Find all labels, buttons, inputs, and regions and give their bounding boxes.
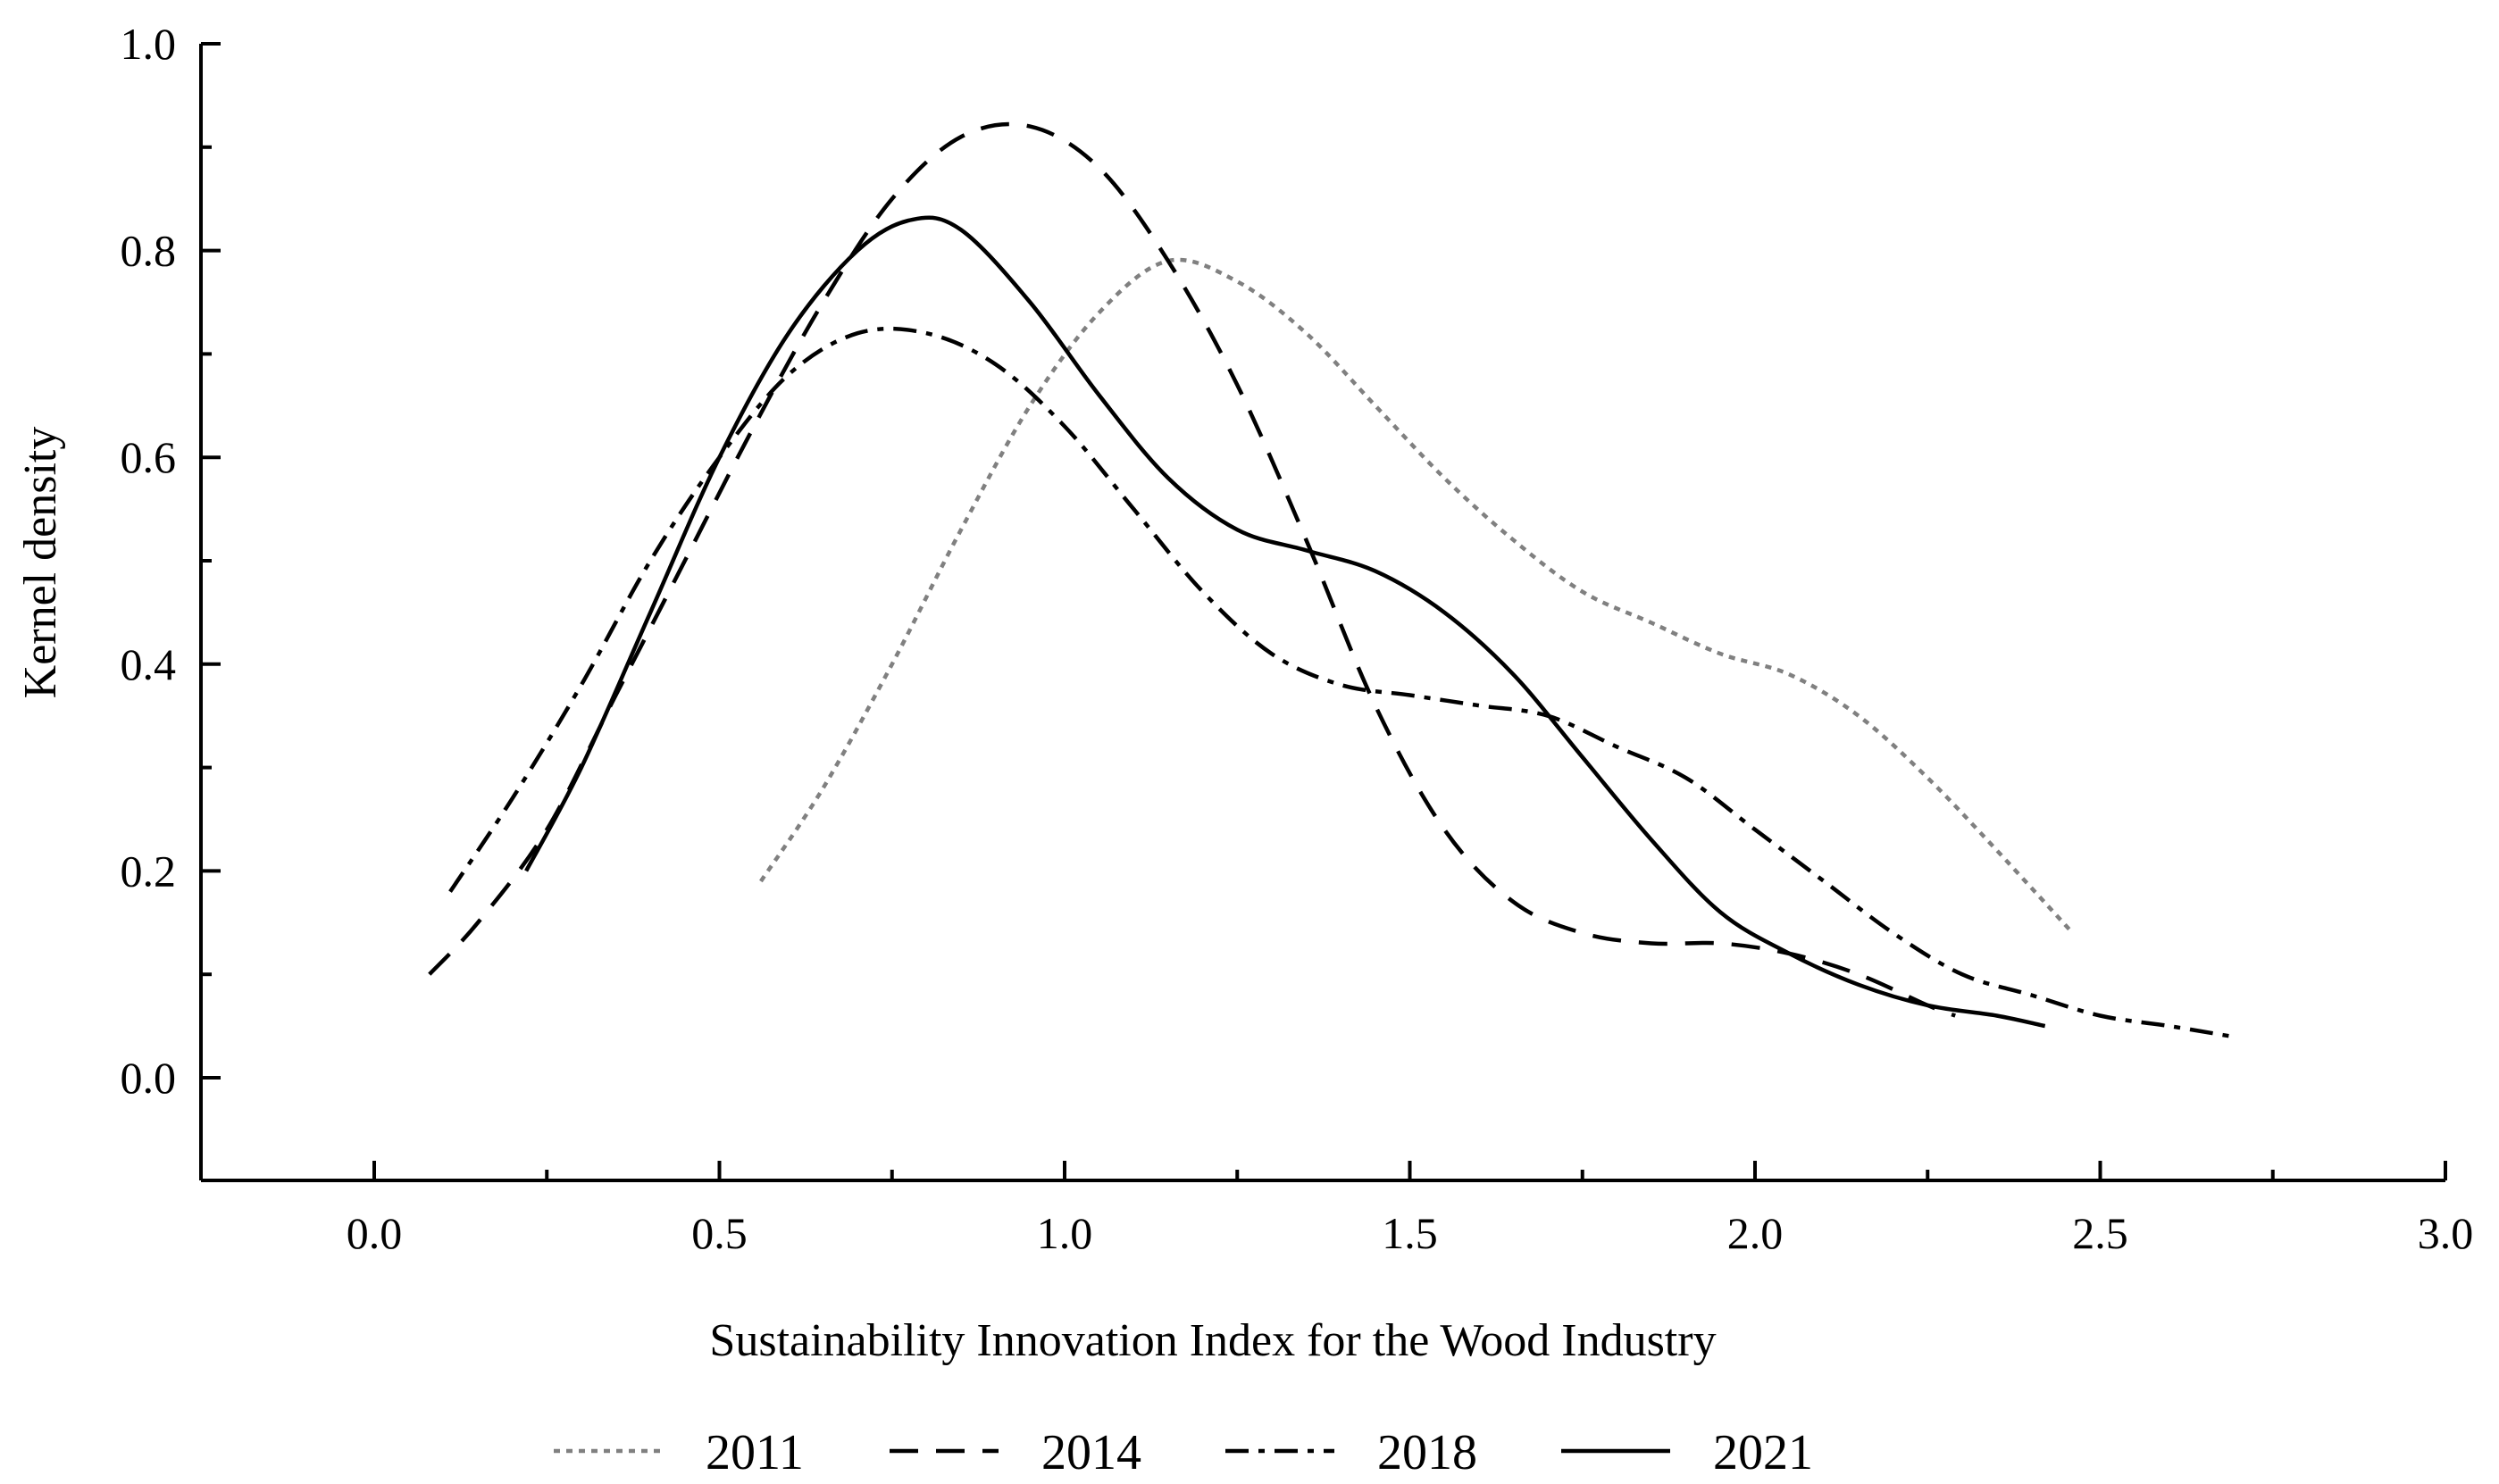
y-tick-label: 0.2 <box>121 846 177 896</box>
y-tick-label: 0.6 <box>121 432 177 482</box>
x-ticks: 0.0 0.5 1.0 1.5 2.0 2.5 3.0 <box>347 1161 2474 1258</box>
legend: 2011 2014 2018 2021 <box>554 1425 1813 1480</box>
y-tick-label: 0.0 <box>121 1053 177 1103</box>
y-tick-label: 0.8 <box>121 226 177 276</box>
legend-label-2011: 2011 <box>706 1425 804 1480</box>
legend-label-2014: 2014 <box>1041 1425 1141 1480</box>
series-layer <box>428 121 2232 1038</box>
y-tick-label: 0.4 <box>121 639 177 689</box>
series-line-2021 <box>524 215 2046 1029</box>
legend-label-2021: 2021 <box>1713 1425 1813 1480</box>
series-line-2011 <box>759 257 2075 935</box>
axes <box>199 44 2447 1182</box>
series-line-2018 <box>448 326 2232 1038</box>
x-tick-label: 3.0 <box>2418 1208 2474 1258</box>
x-tick-label: 0.0 <box>347 1208 403 1258</box>
x-tick-label: 0.5 <box>691 1208 748 1258</box>
x-tick-label: 2.5 <box>2072 1208 2128 1258</box>
x-tick-label: 1.0 <box>1037 1208 1093 1258</box>
y-axis-title: Kernel density <box>15 427 66 699</box>
y-ticks: 0.0 0.2 0.4 0.6 0.8 1.0 <box>121 19 221 1103</box>
series-line-2014 <box>428 121 1956 1018</box>
y-tick-label: 1.0 <box>121 19 177 69</box>
legend-label-2018: 2018 <box>1377 1425 1477 1480</box>
x-axis-title: Sustainability Innovation Index for the … <box>709 1315 1716 1366</box>
x-tick-label: 2.0 <box>1727 1208 1784 1258</box>
x-tick-label: 1.5 <box>1382 1208 1438 1258</box>
